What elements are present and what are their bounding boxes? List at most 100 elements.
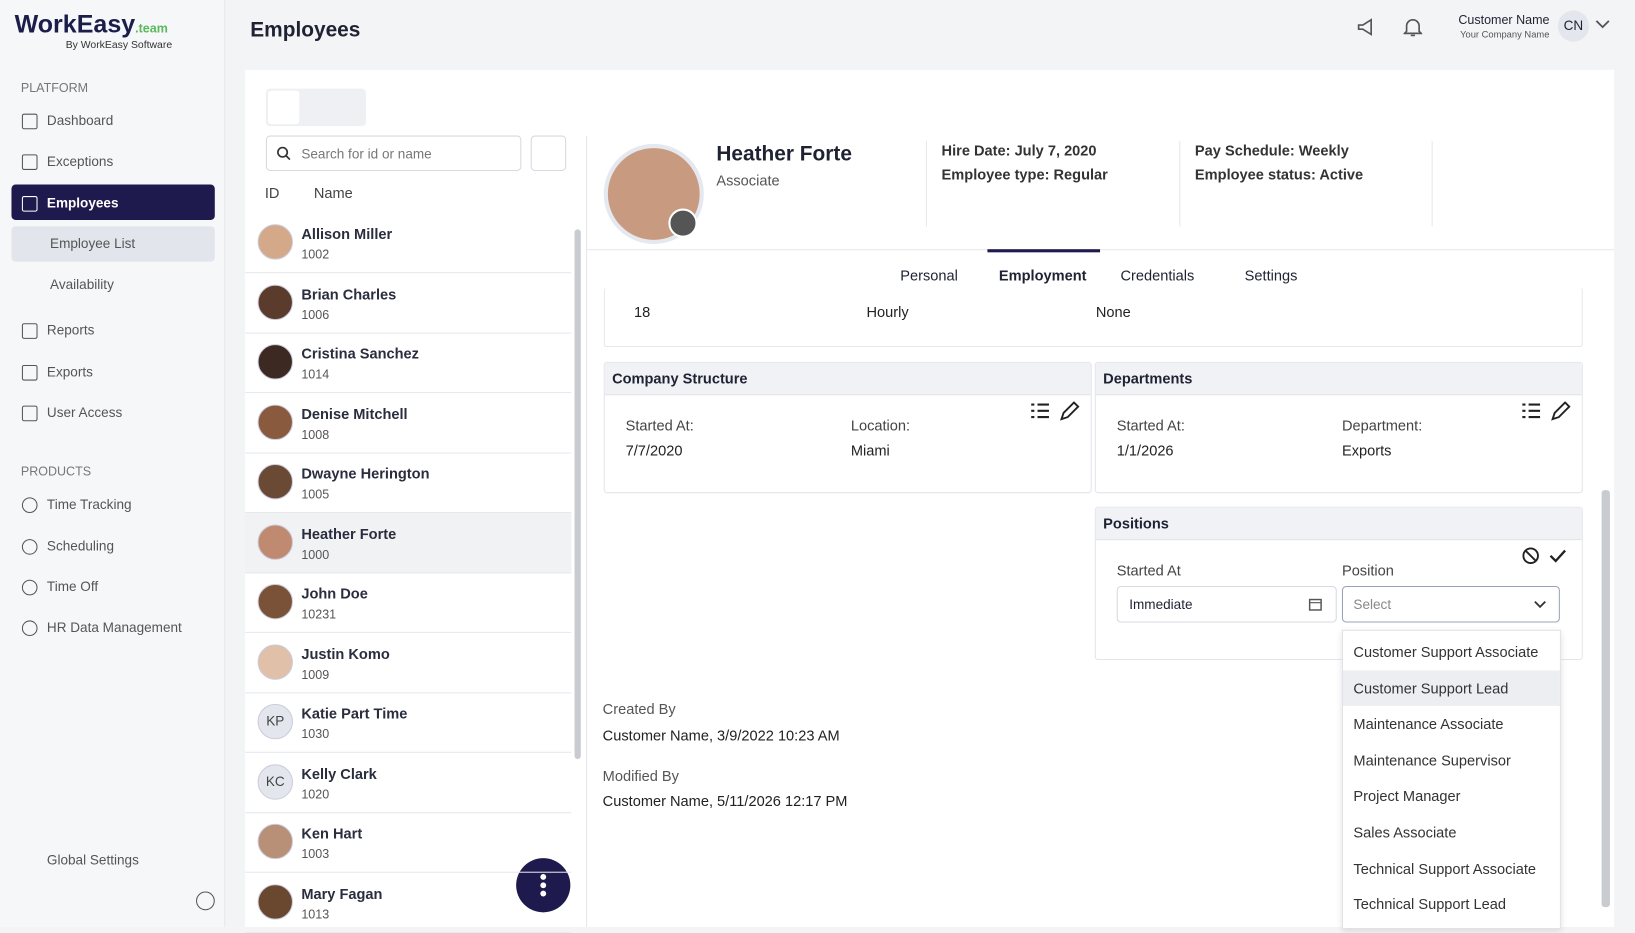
- announce-icon[interactable]: [1356, 17, 1377, 38]
- nav-icon: [21, 539, 38, 555]
- nav-icon: [21, 405, 38, 422]
- bell-icon[interactable]: [1403, 17, 1423, 38]
- nav-icon: [21, 154, 38, 170]
- edit-photo[interactable]: [668, 208, 698, 238]
- employee-row[interactable]: Mary Fagan 1013: [245, 872, 572, 933]
- nav-icon: [21, 497, 38, 514]
- nav-item[interactable]: Employees: [46, 194, 119, 211]
- employee-row[interactable]: Allison Miller 1002: [245, 213, 572, 274]
- dropdown-option[interactable]: Customer Support Associate: [1353, 643, 1539, 661]
- position-select[interactable]: Select: [1341, 585, 1560, 623]
- cell: Hourly: [866, 303, 909, 321]
- nav-icon: [21, 364, 38, 381]
- field-label: Location:: [850, 417, 911, 434]
- nav-item[interactable]: HR Data Management: [46, 619, 182, 636]
- tab[interactable]: Personal: [900, 266, 958, 284]
- user-block[interactable]: Customer Name Your Company Name: [1458, 13, 1549, 40]
- hire-date: Hire Date: July 7, 2020: [941, 141, 1097, 159]
- date-input[interactable]: Immediate: [1116, 585, 1337, 623]
- field-value: Miami: [850, 442, 890, 459]
- nav-item[interactable]: Time Tracking: [46, 496, 132, 512]
- employee-type: Employee type: Regular: [941, 165, 1108, 183]
- employee-row[interactable]: John Doe 10231: [245, 572, 572, 633]
- avatar: [257, 464, 293, 500]
- edit-actions[interactable]: [1521, 546, 1571, 567]
- select-placeholder: Select: [1353, 596, 1392, 613]
- employee-status: Employee status: Active: [1194, 165, 1364, 183]
- employee-row[interactable]: Brian Charles 1006: [245, 273, 572, 334]
- employee-row[interactable]: KP Katie Part Time 1030: [245, 692, 572, 753]
- dropdown-option[interactable]: Technical Support Associate: [1353, 859, 1537, 877]
- tab[interactable]: Settings: [1244, 266, 1298, 284]
- nav-icon: [21, 620, 38, 637]
- nav-item[interactable]: Exports: [46, 363, 93, 380]
- tab[interactable]: Credentials: [1120, 266, 1195, 284]
- avatar: [257, 583, 293, 620]
- avatar: [257, 284, 293, 320]
- page-scrollbar[interactable]: [1601, 490, 1610, 908]
- employee-name: Heather Forte: [301, 524, 397, 542]
- col-name[interactable]: Name: [313, 184, 353, 202]
- nav-item[interactable]: User Access: [46, 404, 123, 421]
- employee-row[interactable]: Ken Hart 1003: [245, 812, 572, 873]
- nav-item[interactable]: Availability: [50, 276, 114, 292]
- dropdown-option[interactable]: Project Manager: [1353, 787, 1461, 805]
- employee-row[interactable]: Dwayne Herington 1005: [245, 453, 572, 514]
- employee-id: 1006: [301, 307, 330, 322]
- filter-button[interactable]: [530, 135, 567, 172]
- cell: None: [1095, 303, 1131, 321]
- card-actions[interactable]: [1521, 401, 1571, 422]
- cell: 18: [633, 303, 651, 321]
- field-label: Department:: [1341, 417, 1423, 434]
- dropdown-option[interactable]: Customer Support Lead: [1342, 670, 1560, 706]
- list-scrollbar[interactable]: [574, 229, 581, 760]
- collapse-button[interactable]: [196, 891, 215, 911]
- nav-sub-active: [11, 226, 215, 262]
- nav-item[interactable]: Time Off: [46, 578, 99, 595]
- employee-row[interactable]: Cristina Sanchez 1014: [245, 333, 572, 394]
- employee-name: Allison Miller: [301, 225, 393, 242]
- avatar-initials: KP: [257, 703, 293, 740]
- dropdown-option[interactable]: Sales Associate: [1353, 823, 1457, 841]
- nav-item[interactable]: Dashboard: [46, 112, 114, 129]
- employee-name: Kelly Clark: [301, 764, 377, 782]
- employee-id: 1030: [301, 726, 330, 742]
- input-value: Immediate: [1129, 596, 1193, 613]
- dropdown-option[interactable]: Maintenance Supervisor: [1353, 751, 1511, 769]
- employee-row[interactable]: Denise Mitchell 1008: [245, 393, 572, 454]
- card-actions[interactable]: [1030, 401, 1080, 422]
- view-toggle[interactable]: [265, 88, 366, 127]
- search-box[interactable]: Search for id or name: [265, 135, 522, 172]
- employee-id: 1009: [301, 666, 330, 682]
- tab[interactable]: Employment: [998, 266, 1087, 284]
- employee-id: 1020: [301, 786, 330, 802]
- employee-id: 1008: [301, 426, 330, 442]
- dropdown-option[interactable]: Technical Support Lead: [1353, 895, 1507, 913]
- employee-row[interactable]: Heather Forte 1000: [245, 512, 572, 573]
- employee-id: 1003: [301, 846, 330, 862]
- field-value: 1/1/2026: [1116, 442, 1174, 459]
- dropdown-option[interactable]: Maintenance Associate: [1353, 715, 1504, 733]
- avatar: [257, 643, 293, 680]
- col-id[interactable]: ID: [264, 184, 280, 202]
- avatar: [257, 523, 293, 560]
- company: Your Company Name: [1460, 29, 1550, 40]
- employee-row[interactable]: KC Kelly Clark 1020: [245, 752, 572, 813]
- nav-item[interactable]: Exceptions: [46, 153, 114, 169]
- user-caret[interactable]: [1595, 19, 1610, 29]
- employee-id: 10231: [301, 606, 337, 622]
- dropdown: Customer Support Associate Customer Suppo…: [1341, 629, 1561, 930]
- nav-item[interactable]: Global Settings: [46, 851, 139, 868]
- fab[interactable]: [516, 858, 571, 913]
- avatar-initials[interactable]: CN: [1557, 10, 1590, 42]
- profile-photo: [603, 143, 704, 244]
- tab-indicator: [987, 249, 1101, 253]
- employee-name: Ken Hart: [301, 824, 363, 842]
- nav-item[interactable]: Reports: [46, 322, 95, 338]
- profile-role: Associate: [716, 172, 780, 189]
- nav-item[interactable]: Scheduling: [46, 538, 114, 554]
- nav-item[interactable]: Employee List: [50, 235, 136, 252]
- audit-label: Modified By: [602, 767, 679, 785]
- employee-row[interactable]: Justin Komo 1009: [245, 632, 572, 693]
